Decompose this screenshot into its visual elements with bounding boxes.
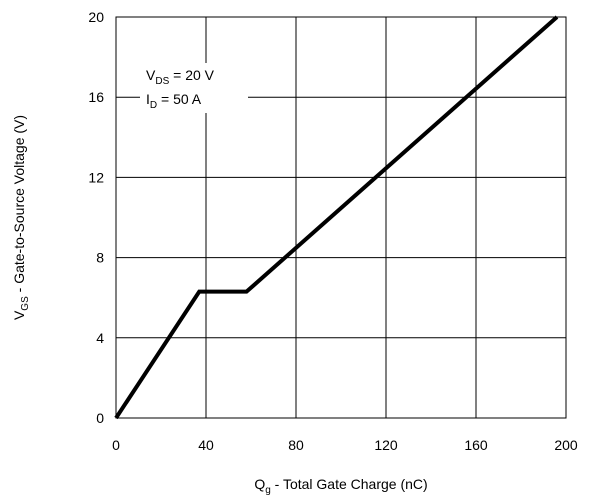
y-tick-label-0: 0 xyxy=(96,410,104,426)
x-tick-label-80: 80 xyxy=(288,437,304,453)
x-axis-title: Qg - Total Gate Charge (nC) xyxy=(254,476,427,496)
annotation-id-rest: = 50 A xyxy=(157,91,202,107)
x-axis-title-sub: g xyxy=(265,485,271,496)
annotation-id-main: I xyxy=(146,91,150,107)
y-tick-labels: 0 4 8 12 16 20 xyxy=(88,9,104,426)
annotation-vds-main: V xyxy=(146,67,156,83)
x-tick-label-40: 40 xyxy=(198,437,214,453)
annotation-vds-sub: DS xyxy=(155,76,169,87)
x-tick-labels: 0 40 80 120 160 200 xyxy=(112,437,578,453)
x-tick-label-160: 160 xyxy=(464,437,488,453)
x-tick-label-200: 200 xyxy=(554,437,578,453)
x-axis-title-main: Q xyxy=(254,476,265,492)
annotation-background xyxy=(140,63,248,113)
annotation-vds-rest: = 20 V xyxy=(169,67,214,83)
y-tick-label-16: 16 xyxy=(88,89,104,105)
y-tick-label-8: 8 xyxy=(96,250,104,266)
x-tick-label-0: 0 xyxy=(112,437,120,453)
annotation-id: ID = 50 A xyxy=(146,91,202,111)
y-tick-label-20: 20 xyxy=(88,9,104,25)
vgs-series-line xyxy=(114,15,559,420)
x-tick-label-120: 120 xyxy=(374,437,398,453)
y-axis-title-sub: GS xyxy=(20,296,31,311)
y-axis-title-main: V xyxy=(11,310,27,320)
y-axis-title: VGS - Gate-to-Source Voltage (V) xyxy=(11,115,31,320)
plot-frame xyxy=(115,16,567,419)
x-axis-title-rest: - Total Gate Charge (nC) xyxy=(271,476,428,492)
annotation-vds: VDS = 20 V xyxy=(146,67,215,87)
annotation-id-sub: D xyxy=(150,100,157,111)
y-tick-label-4: 4 xyxy=(96,330,104,346)
y-tick-label-12: 12 xyxy=(88,169,104,185)
y-axis-title-rest: - Gate-to-Source Voltage (V) xyxy=(11,115,27,296)
